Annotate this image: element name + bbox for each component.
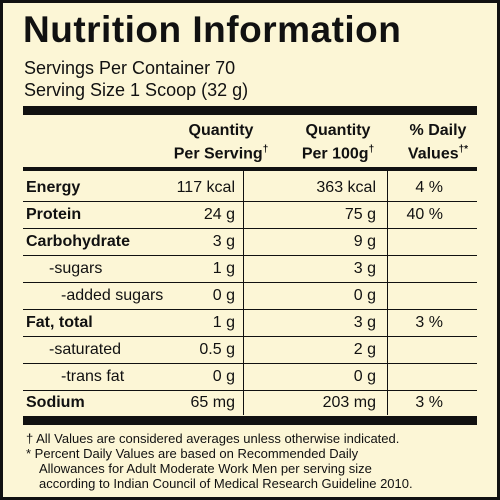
sodium-daily: 3 % (415, 394, 443, 411)
row-label-sugars: -sugars (49, 260, 103, 277)
fat-daily: 3 % (415, 314, 443, 331)
saturated-per-100g: 2 g (353, 341, 376, 358)
energy-daily: 4 % (415, 179, 443, 196)
fat-per-serving: 1 g (212, 314, 235, 331)
column-divider (387, 171, 388, 415)
bottom-rule (23, 416, 477, 425)
row-label-saturated: -saturated (49, 341, 122, 358)
sodium-per-serving: 65 mg (190, 394, 235, 411)
row-label-added-sugars: -added sugars (61, 287, 164, 304)
footnote-daily-values-2: Allowances for Adult Moderate Work Men p… (39, 461, 372, 476)
header-per-100g-mark: † (368, 144, 375, 155)
header-daily-line2: Values (407, 145, 459, 163)
sugars-per-serving: 1 g (212, 260, 235, 277)
row-label-sodium: Sodium (26, 394, 85, 411)
sugars-per-100g: 3 g (353, 260, 376, 277)
serving-size: Serving Size 1 Scoop (32 g) (24, 80, 249, 100)
fat-per-100g: 3 g (353, 314, 376, 331)
row-label-protein: Protein (26, 206, 82, 223)
trans-fat-per-100g: 0 g (353, 368, 376, 385)
header-rule (23, 167, 477, 171)
footnote-averages: † All Values are considered averages unl… (26, 431, 400, 446)
row-divider (23, 390, 477, 391)
carbohydrate-per-100g: 9 g (353, 233, 376, 250)
row-divider (23, 201, 477, 202)
header-per-100g: Quantity Per 100g† (288, 121, 388, 163)
header-per-serving-mark: † (262, 144, 269, 155)
row-divider (23, 255, 477, 256)
saturated-per-serving: 0.5 g (199, 341, 235, 358)
header-daily-mark: †* (458, 144, 469, 155)
row-divider (23, 336, 477, 337)
row-divider (23, 228, 477, 229)
footnote-daily-values-3: according to Indian Council of Medical R… (39, 476, 413, 491)
protein-per-serving: 24 g (203, 206, 235, 223)
row-label-trans-fat: -trans fat (61, 368, 125, 385)
row-divider (23, 309, 477, 310)
header-per-100g-line1: Quantity (305, 122, 371, 139)
added-sugars-per-serving: 0 g (212, 287, 235, 304)
row-divider (23, 363, 477, 364)
energy-per-100g: 363 kcal (316, 179, 376, 196)
header-daily-values: % Daily Values†* (393, 121, 483, 163)
header-per-serving-line1: Quantity (188, 122, 254, 139)
header-per-serving: Quantity Per Serving† (151, 121, 291, 163)
sodium-per-100g: 203 mg (322, 394, 376, 411)
row-label-energy: Energy (26, 179, 81, 196)
row-label-carbohydrate: Carbohydrate (26, 233, 131, 250)
protein-daily: 40 % (406, 206, 443, 223)
added-sugars-per-100g: 0 g (353, 287, 376, 304)
footnote-daily-values-1: * Percent Daily Values are based on Reco… (26, 446, 359, 461)
carbohydrate-per-serving: 3 g (212, 233, 235, 250)
header-per-100g-line2: Per 100g (301, 145, 369, 163)
column-divider (243, 171, 244, 415)
row-divider (23, 282, 477, 283)
header-daily-line1: % Daily (409, 122, 467, 139)
top-rule (23, 106, 477, 115)
servings-per-container: Servings Per Container 70 (24, 58, 236, 78)
trans-fat-per-serving: 0 g (212, 368, 235, 385)
protein-per-100g: 75 g (344, 206, 376, 223)
header-per-serving-line2: Per Serving (173, 145, 263, 163)
page-title: Nutrition Information (23, 9, 402, 50)
row-label-fat-total: Fat, total (26, 314, 93, 331)
energy-per-serving: 117 kcal (176, 179, 235, 196)
